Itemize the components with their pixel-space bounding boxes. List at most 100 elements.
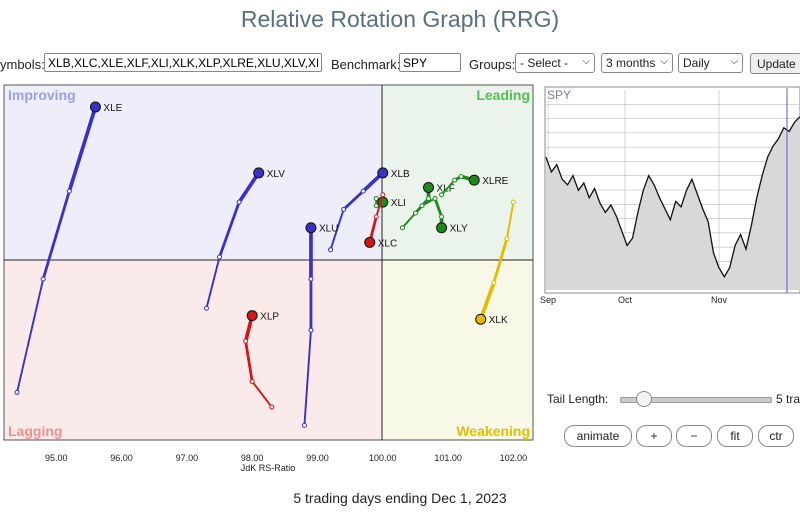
chevron-down-icon: ⌵ xyxy=(660,56,668,67)
x-tick-label: 98.00 xyxy=(241,453,264,463)
symbol-label-xlb: XLB xyxy=(391,169,410,180)
head-marker-xly[interactable] xyxy=(436,222,448,234)
tail-segment xyxy=(478,280,496,322)
tail-xlp[interactable]: XLP xyxy=(243,310,280,410)
zoom-out-button[interactable]: − xyxy=(676,425,712,447)
tail-point xyxy=(14,389,20,395)
x-tick-labels: 95.00 96.00 97.00 98.00 99.00 100.00 101.00 102… xyxy=(45,453,527,463)
tail-point xyxy=(452,177,458,183)
tail-point xyxy=(301,422,307,428)
tail-length-slider-handle[interactable] xyxy=(636,391,652,407)
head-marker-xlu[interactable] xyxy=(305,222,317,234)
toolbar: ymbols: Benchmark: Groups: - Select - ⌵ … xyxy=(0,52,800,78)
tail-xlre[interactable]: XLRE xyxy=(439,173,509,198)
tail-point xyxy=(341,206,347,212)
groups-select[interactable]: - Select - ⌵ xyxy=(515,53,595,73)
tail-point xyxy=(66,188,72,194)
head-marker-xlre[interactable] xyxy=(468,174,480,186)
tail-point xyxy=(40,276,46,282)
head-marker-xlb[interactable] xyxy=(377,167,389,179)
tail-point xyxy=(243,338,249,344)
symbol-label-xlc: XLC xyxy=(378,238,397,249)
tail-xle[interactable]: XLE xyxy=(14,101,123,395)
spy-x-tick-label: Oct xyxy=(618,295,633,305)
tail-segment xyxy=(440,179,456,196)
tail-xlk[interactable]: XLK xyxy=(475,199,516,326)
spy-price-area xyxy=(546,116,800,290)
tail-segment xyxy=(342,189,365,211)
tail-point xyxy=(373,214,379,220)
animate-button[interactable]: animate xyxy=(564,425,632,447)
head-marker-xlf[interactable] xyxy=(423,181,435,193)
tail-point xyxy=(269,404,275,410)
tail-point xyxy=(399,225,405,231)
tail-point xyxy=(328,247,334,253)
zoom-in-button[interactable]: + xyxy=(636,425,672,447)
x-tick-label: 95.00 xyxy=(45,453,68,463)
spy-label: SPY xyxy=(547,88,571,102)
tail-segment xyxy=(401,212,417,229)
spy-mini-chart: SPY Sep Oct Nov xyxy=(540,86,800,305)
tail-xly[interactable]: XLY xyxy=(419,195,468,235)
tail-point xyxy=(458,173,464,179)
tail-xlv[interactable]: XLV xyxy=(203,167,285,311)
tail-segment xyxy=(237,170,261,204)
chevron-down-icon: ⌵ xyxy=(582,56,590,67)
tail-segment xyxy=(16,278,45,394)
tail-xli[interactable]: XLI xyxy=(373,195,406,209)
x-tick-label: 97.00 xyxy=(176,453,199,463)
tail-length-label: Tail Length: xyxy=(547,392,609,406)
tail-point xyxy=(308,276,314,282)
footer-caption: 5 trading days ending Dec 1, 2023 xyxy=(293,490,507,506)
symbol-label-xlv: XLV xyxy=(267,169,285,180)
symbols-input[interactable] xyxy=(44,53,322,72)
head-marker-xlk[interactable] xyxy=(475,313,487,325)
tail-xlu[interactable]: XLU xyxy=(301,222,338,428)
tail-point xyxy=(432,195,438,201)
tail-point xyxy=(504,236,510,242)
spy-x-tick-label: Nov xyxy=(711,295,728,305)
spy-label-bg xyxy=(546,88,578,101)
chevron-down-icon: ⌵ xyxy=(730,56,738,67)
head-marker-xlv[interactable] xyxy=(253,167,265,179)
tail-xlc[interactable]: XLC xyxy=(364,192,397,250)
update-button[interactable]: Update xyxy=(750,53,800,74)
center-button[interactable]: ctr xyxy=(758,425,794,447)
tail-point xyxy=(491,280,497,286)
symbol-label-xlre: XLRE xyxy=(482,176,508,187)
rrg-tails: XLEXLVXLBXLUXLIXLCXLFXLREXLYXLKXLP xyxy=(14,101,516,428)
x-tick-label: 96.00 xyxy=(110,453,133,463)
frequency-select[interactable]: Daily ⌵ xyxy=(678,53,743,73)
tail-segment xyxy=(505,201,515,240)
tail-point xyxy=(380,192,386,198)
tail-segment xyxy=(375,193,384,218)
head-marker-xlp[interactable] xyxy=(246,310,258,322)
x-tick-label: 101.00 xyxy=(434,453,462,463)
tail-point xyxy=(308,327,314,333)
head-marker-xlc[interactable] xyxy=(364,236,376,248)
tail-point xyxy=(439,192,445,198)
spy-x-tick-label: Sep xyxy=(540,295,556,305)
tail-point xyxy=(236,199,242,205)
tail-segment xyxy=(244,339,254,383)
x-tick-label: 102.00 xyxy=(500,453,528,463)
period-select-value: 3 months xyxy=(606,56,656,70)
x-tick-label: 99.00 xyxy=(306,453,329,463)
tail-xlb[interactable]: XLB xyxy=(328,167,410,253)
tail-segment xyxy=(433,197,443,219)
symbol-label-xlk: XLK xyxy=(489,315,508,326)
tail-segment xyxy=(205,256,221,310)
fit-button[interactable]: fit xyxy=(717,425,753,447)
quadrant-label-lagging: Lagging xyxy=(8,423,62,439)
symbol-label-xlu: XLU xyxy=(319,224,338,235)
tail-point xyxy=(249,378,255,384)
spy-x-tick-labels: Sep Oct Nov xyxy=(540,295,728,305)
head-marker-xle[interactable] xyxy=(89,101,101,113)
page-title: Relative Rotation Graph (RRG) xyxy=(240,6,560,32)
benchmark-input[interactable] xyxy=(399,53,461,72)
tail-length-slider[interactable] xyxy=(620,397,772,403)
period-select[interactable]: 3 months ⌵ xyxy=(601,53,673,73)
quadrant-weakening xyxy=(382,260,533,440)
tail-point xyxy=(439,214,445,220)
rrg-chart[interactable]: Improving Leading Lagging Weakening 95.0… xyxy=(0,0,540,475)
